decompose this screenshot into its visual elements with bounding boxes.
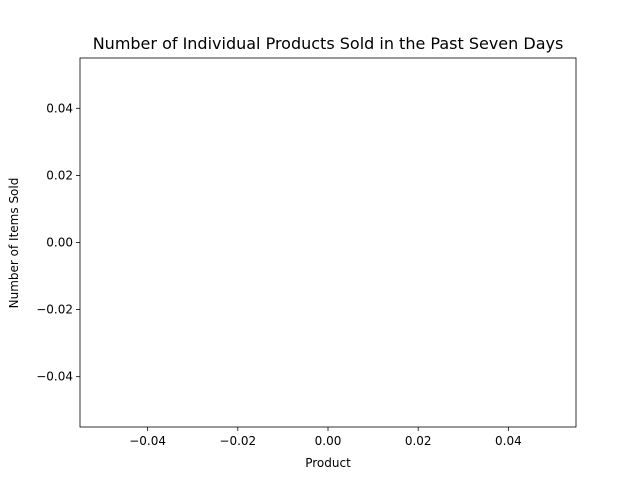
x-tick-label: 0.00 xyxy=(315,434,342,448)
y-tick-label: −0.02 xyxy=(36,303,73,317)
x-axis: −0.04 −0.02 0.00 0.02 0.04 xyxy=(129,427,522,448)
x-tick-label: −0.02 xyxy=(219,434,256,448)
x-tick-label: 0.04 xyxy=(495,434,522,448)
y-axis: −0.04 −0.02 0.00 0.02 0.04 xyxy=(36,101,80,384)
y-tick-label: 0.02 xyxy=(46,168,73,182)
y-axis-label: Number of Items Sold xyxy=(7,178,21,309)
y-tick-label: 0.04 xyxy=(46,101,73,115)
y-tick-label: 0.00 xyxy=(46,236,73,250)
y-tick-label: −0.04 xyxy=(36,370,73,384)
x-tick-label: −0.04 xyxy=(129,434,166,448)
x-tick-label: 0.02 xyxy=(405,434,432,448)
chart-title: Number of Individual Products Sold in th… xyxy=(93,34,564,53)
x-axis-label: Product xyxy=(305,456,351,470)
